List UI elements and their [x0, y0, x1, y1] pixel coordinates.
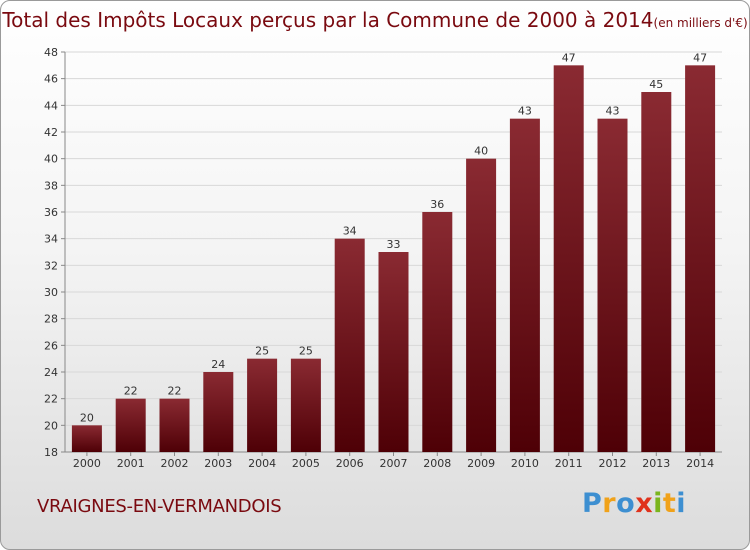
x-tick-label: 2007 — [380, 457, 408, 470]
bar — [115, 398, 146, 452]
y-tick-label: 26 — [44, 339, 58, 352]
x-tick-label: 2003 — [204, 457, 232, 470]
y-tick-label: 44 — [44, 99, 58, 112]
y-tick-label: 20 — [44, 419, 58, 432]
chart-title: Total des Impôts Locaux perçus par la Co… — [1, 8, 749, 32]
data-label: 40 — [474, 145, 488, 158]
y-tick-label: 42 — [44, 126, 58, 139]
y-tick-label: 28 — [44, 313, 58, 326]
bar — [203, 372, 234, 452]
bar — [71, 425, 102, 452]
x-tick-label: 2005 — [292, 457, 320, 470]
x-tick-label: 2002 — [161, 457, 189, 470]
bar — [422, 212, 453, 452]
x-tick-label: 2009 — [467, 457, 495, 470]
bar — [466, 158, 497, 452]
y-tick-label: 32 — [44, 259, 58, 272]
title-unit: (en milliers d'€) — [653, 16, 748, 30]
data-label: 22 — [168, 385, 182, 398]
y-tick-label: 48 — [44, 46, 58, 59]
bar — [641, 92, 672, 452]
x-tick-label: 2006 — [336, 457, 364, 470]
x-tick-label: 2010 — [511, 457, 539, 470]
bar — [509, 118, 540, 453]
logo-letter: P — [582, 488, 603, 519]
y-tick-label: 24 — [44, 366, 58, 379]
proxiti-logo[interactable]: Proxiti — [582, 488, 686, 519]
data-label: 25 — [255, 345, 269, 358]
x-tick-label: 2012 — [599, 457, 627, 470]
data-label: 43 — [606, 105, 620, 118]
data-labels: 20 22 22 24 25 25 34 33 36 40 43 47 43 45 47 — [80, 51, 707, 424]
data-label: 24 — [211, 358, 225, 371]
bar — [247, 358, 278, 452]
logo-letter: r — [602, 488, 617, 519]
y-tick-label: 18 — [44, 446, 58, 459]
logo-letter: t — [662, 488, 677, 519]
data-label: 43 — [518, 105, 532, 118]
x-tick-label: 2008 — [423, 457, 451, 470]
logo-letter: i — [653, 488, 663, 519]
bar — [159, 398, 190, 452]
x-tick-label: 2014 — [686, 457, 714, 470]
y-tick-label: 30 — [44, 286, 58, 299]
y-tick-label: 40 — [44, 153, 58, 166]
x-tick-label: 2004 — [248, 457, 276, 470]
data-label: 34 — [343, 225, 357, 238]
data-label: 20 — [80, 411, 94, 424]
bar — [553, 65, 584, 452]
logo-letter: x — [635, 488, 654, 519]
y-tick-label: 36 — [44, 206, 58, 219]
y-tick-label: 46 — [44, 73, 58, 86]
y-tick-label: 38 — [44, 179, 58, 192]
y-tick-label: 22 — [44, 393, 58, 406]
data-label: 33 — [387, 238, 401, 251]
x-tick-label: 2000 — [73, 457, 101, 470]
data-label: 25 — [299, 345, 313, 358]
bar — [685, 65, 716, 452]
y-tick-label: 34 — [44, 233, 58, 246]
bar — [290, 358, 321, 452]
data-label: 47 — [693, 51, 707, 64]
logo-letter: i — [676, 488, 687, 519]
bars — [71, 65, 716, 453]
x-tick-label: 2013 — [642, 457, 670, 470]
bar — [597, 118, 628, 453]
data-label: 36 — [430, 198, 444, 211]
commune-name: VRAIGNES-EN-VERMANDOIS — [37, 496, 282, 517]
data-label: 45 — [649, 78, 663, 91]
data-label: 22 — [124, 385, 138, 398]
x-tick-label: 2001 — [117, 457, 145, 470]
logo-letter: o — [616, 488, 636, 519]
x-tick-label: 2011 — [555, 457, 583, 470]
title-text: Total des Impôts Locaux perçus par la Co… — [2, 8, 654, 32]
bar — [334, 238, 365, 452]
data-label: 47 — [562, 51, 576, 64]
bar — [378, 252, 409, 452]
